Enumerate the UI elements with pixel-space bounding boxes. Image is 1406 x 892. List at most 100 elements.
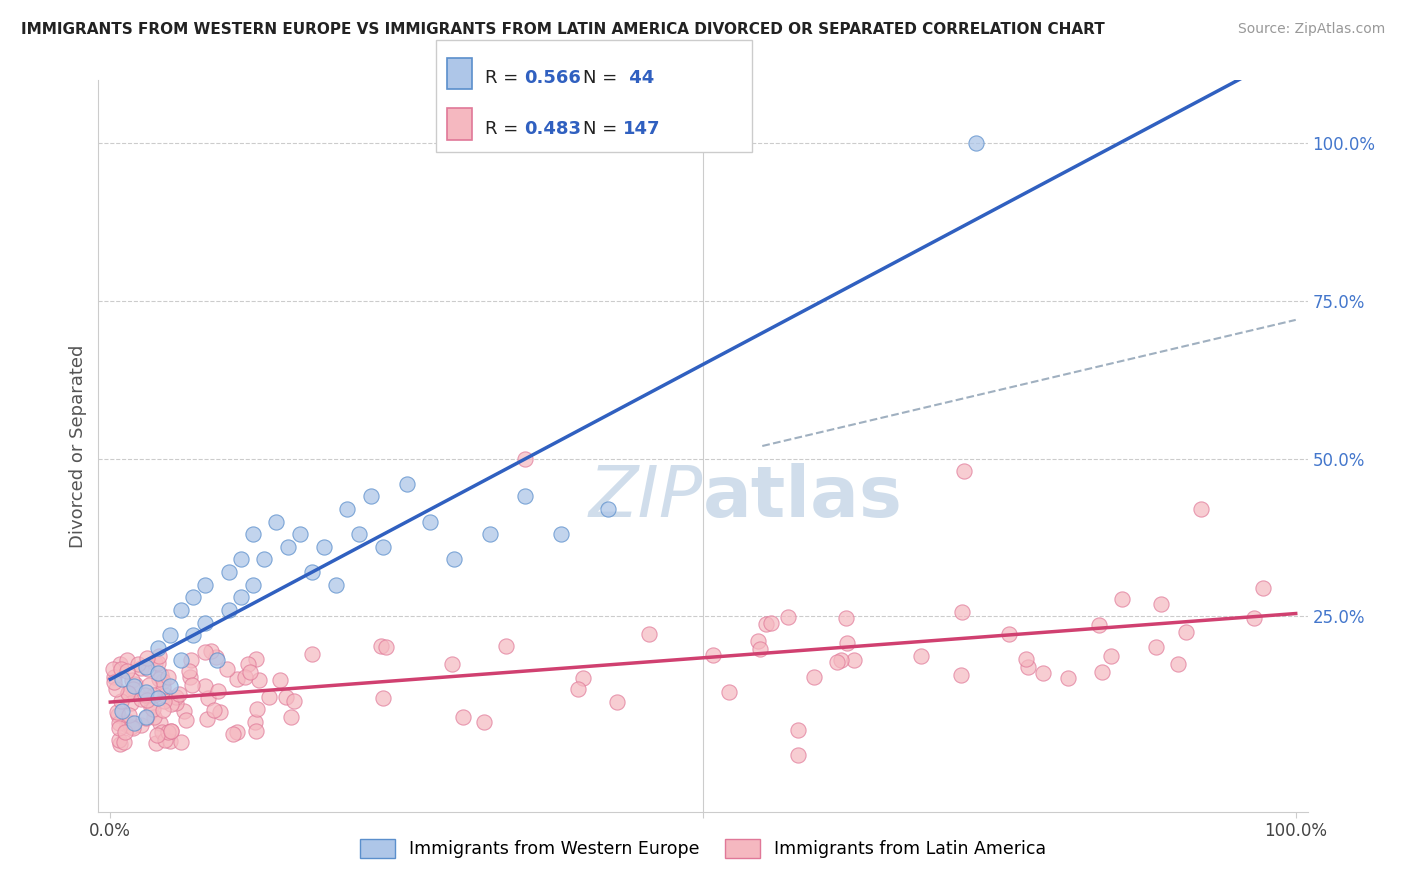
Point: [142, 688, 165, 702]
Point: [124, 677, 146, 691]
Point: [1057, 671, 1080, 685]
Point: [122, 716, 145, 731]
Point: [114, 724, 136, 739]
Point: [167, 687, 190, 701]
Point: [842, 653, 865, 667]
Point: [222, 727, 245, 741]
Point: [117, 708, 139, 723]
Point: [134, 688, 156, 702]
Point: [159, 734, 181, 748]
Point: [440, 657, 463, 672]
Point: [148, 673, 170, 687]
Point: [105, 681, 128, 696]
Point: [1017, 660, 1039, 674]
Point: [156, 670, 179, 684]
Point: [1091, 665, 1114, 679]
Point: [478, 527, 501, 541]
Point: [115, 664, 138, 678]
Point: [108, 657, 131, 672]
Point: [149, 716, 172, 731]
Point: [150, 668, 173, 682]
Point: [242, 527, 264, 541]
Point: [312, 540, 335, 554]
Point: [567, 682, 589, 697]
Text: atlas: atlas: [703, 463, 903, 532]
Point: [245, 724, 267, 739]
Point: [550, 527, 572, 541]
Point: [111, 673, 134, 687]
Point: [146, 691, 169, 706]
Point: [160, 724, 183, 739]
Point: [1174, 625, 1197, 640]
Point: [395, 476, 418, 491]
Text: 0.566: 0.566: [524, 69, 581, 87]
Point: [118, 714, 141, 729]
Point: [247, 673, 270, 687]
Point: [115, 653, 138, 667]
Point: [515, 451, 537, 466]
Point: [215, 662, 238, 676]
Point: [112, 735, 135, 749]
Point: [1099, 648, 1122, 663]
Point: [495, 639, 517, 653]
Point: [177, 664, 200, 678]
Point: [1015, 652, 1038, 666]
Point: [283, 694, 305, 708]
Point: [276, 690, 298, 705]
Text: Source: ZipAtlas.com: Source: ZipAtlas.com: [1237, 22, 1385, 37]
Point: [347, 527, 370, 541]
Point: [243, 714, 266, 729]
Point: [748, 642, 770, 657]
Point: [107, 707, 129, 722]
Point: [152, 703, 174, 717]
Point: [135, 711, 157, 725]
Point: [197, 691, 219, 706]
Point: [245, 652, 267, 666]
Point: [207, 684, 229, 698]
Point: [150, 724, 173, 739]
Point: [718, 685, 741, 699]
Point: [235, 670, 257, 684]
Point: [301, 647, 323, 661]
Point: [225, 672, 247, 686]
Point: [205, 653, 228, 667]
Point: [242, 578, 264, 592]
Point: [105, 706, 128, 720]
Point: [910, 648, 932, 663]
Point: [181, 628, 204, 642]
Point: [606, 695, 628, 709]
Point: [1167, 657, 1189, 671]
Point: [127, 657, 149, 671]
Point: [153, 689, 176, 703]
Point: [572, 671, 595, 685]
Point: [1253, 582, 1275, 596]
Point: [759, 616, 782, 631]
Point: [143, 710, 166, 724]
Point: [218, 565, 240, 579]
Point: [202, 703, 225, 717]
Point: [778, 610, 800, 624]
Point: [146, 640, 169, 655]
Point: [160, 697, 183, 711]
Point: [336, 502, 359, 516]
Point: [108, 721, 131, 735]
Point: [1111, 592, 1133, 607]
Point: [145, 736, 167, 750]
Point: [371, 691, 394, 706]
Point: [170, 653, 193, 667]
Point: [419, 515, 441, 529]
Point: [146, 665, 169, 680]
Point: [1150, 597, 1173, 611]
Point: [288, 527, 311, 541]
Point: [173, 704, 195, 718]
Point: [153, 732, 176, 747]
Point: [239, 665, 262, 679]
Point: [143, 657, 166, 671]
Point: [129, 717, 152, 731]
Point: [180, 653, 202, 667]
Point: [135, 710, 157, 724]
Point: [786, 747, 808, 762]
Point: [195, 712, 218, 726]
Point: [825, 655, 848, 669]
Point: [950, 605, 973, 619]
